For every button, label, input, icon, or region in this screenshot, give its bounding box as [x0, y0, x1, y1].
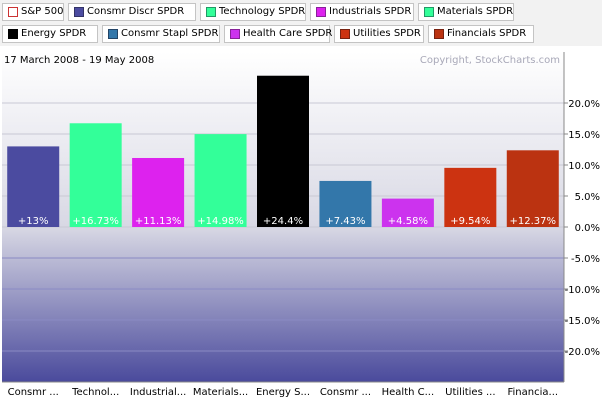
data-label: +7.43%	[325, 216, 365, 227]
legend-swatch	[424, 7, 434, 17]
data-label: +4.58%	[388, 216, 428, 227]
y-tick-label: 0.0%	[575, 223, 600, 234]
data-label: +24.4%	[263, 216, 303, 227]
legend-swatch	[206, 7, 216, 17]
data-label: +12.37%	[510, 216, 557, 227]
bar	[381, 198, 434, 227]
data-label: +11.13%	[135, 216, 182, 227]
data-label: +9.54%	[450, 216, 490, 227]
bar	[132, 157, 185, 227]
plot-background-negative	[2, 227, 564, 382]
legend-item[interactable]: Utilities SPDR	[334, 25, 424, 43]
x-tick-label: Utilities ...	[445, 387, 495, 398]
legend-swatch	[316, 7, 326, 17]
bar	[319, 180, 372, 227]
x-tick-label: Technol...	[71, 387, 119, 398]
x-tick-label: Health C...	[382, 387, 435, 398]
legend-item[interactable]: Materials SPDR	[418, 3, 514, 21]
legend-item[interactable]: Industrials SPDR	[310, 3, 414, 21]
y-tick-label: -10.0%	[565, 285, 600, 296]
legend-label: S&P 500	[21, 6, 64, 17]
data-label: +13%	[18, 216, 49, 227]
data-label: +14.98%	[197, 216, 244, 227]
date-range: 17 March 2008 - 19 May 2008	[4, 55, 155, 66]
bar	[444, 167, 497, 227]
bar-chart: +13% Consmr ... +16.73% Technol... +11.13% In…	[2, 52, 600, 398]
legend-label: Energy SPDR	[21, 28, 87, 39]
bar	[69, 123, 122, 227]
legend-label: Consmr Stapl SPDR	[121, 28, 219, 39]
x-tick-label: Industrial...	[130, 387, 186, 398]
y-tick-label: -20.0%	[565, 347, 600, 358]
legend-item[interactable]: Technology SPDR	[200, 3, 306, 21]
legend-swatch	[340, 29, 350, 39]
y-tick-label: 5.0%	[575, 192, 600, 203]
legend-label: Technology SPDR	[219, 6, 306, 17]
y-tick-label: -5.0%	[571, 254, 600, 265]
y-tick-label: 20.0%	[568, 99, 600, 110]
y-tick-label: 15.0%	[568, 130, 600, 141]
y-tick-label: -15.0%	[565, 316, 600, 327]
legend-item[interactable]: Energy SPDR	[2, 25, 98, 43]
legend-label: Materials SPDR	[437, 6, 514, 17]
data-label: +16.73%	[72, 216, 119, 227]
legend-item[interactable]: Consmr Stapl SPDR	[102, 25, 220, 43]
legend-swatch	[74, 7, 84, 17]
legend-label: Consmr Discr SPDR	[87, 6, 185, 17]
legend-label: Health Care SPDR	[243, 28, 333, 39]
legend-label: Financials SPDR	[447, 28, 527, 39]
legend-item[interactable]: Financials SPDR	[428, 25, 534, 43]
bar	[257, 75, 309, 227]
bar	[506, 150, 559, 227]
legend-swatch	[8, 29, 18, 39]
legend-label: Industrials SPDR	[329, 6, 412, 17]
copyright-text: Copyright, StockCharts.com	[419, 55, 560, 66]
legend-item[interactable]: Consmr Discr SPDR	[68, 3, 196, 21]
legend: S&P 500 Consmr Discr SPDR Technology SPDR I…	[0, 0, 602, 46]
x-tick-label: Materials...	[193, 387, 248, 398]
x-tick-label: Consmr ...	[8, 387, 59, 398]
legend-swatch	[8, 7, 18, 17]
legend-item[interactable]: S&P 500	[2, 3, 64, 21]
legend-label: Utilities SPDR	[353, 28, 421, 39]
bar	[7, 146, 60, 227]
x-tick-label: Financia...	[508, 387, 559, 398]
legend-swatch	[108, 29, 118, 39]
bar	[194, 134, 247, 227]
legend-swatch	[434, 29, 444, 39]
y-tick-label: 10.0%	[568, 161, 600, 172]
legend-item[interactable]: Health Care SPDR	[224, 25, 333, 43]
x-tick-label: Consmr ...	[320, 387, 371, 398]
x-tick-label: Energy S...	[256, 387, 310, 398]
legend-swatch	[230, 29, 240, 39]
